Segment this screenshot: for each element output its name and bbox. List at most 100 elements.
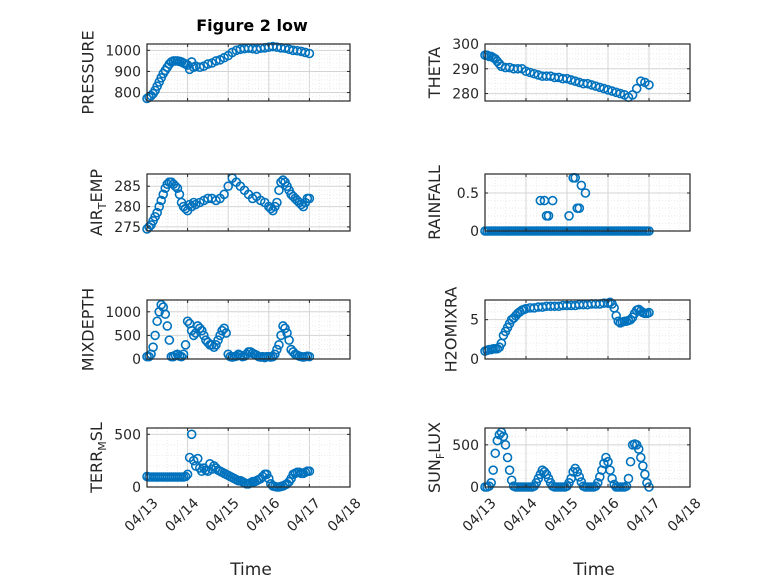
data-point [512,63,523,74]
data-point [498,431,509,442]
data-point [221,328,231,338]
y-tick-label: 285 [114,179,141,195]
data-point [615,88,626,99]
subplot-h2omixra: 0 5 H2OMIXRA [442,287,691,373]
data-point [586,80,597,90]
data-point [203,59,213,69]
y-tick-label: 500 [114,427,141,443]
x-tick-label: 04/16 [583,495,623,535]
data-point [506,475,517,486]
data-point [211,340,221,350]
data-point [180,471,191,482]
x-tick-label: 04/17 [284,495,324,535]
data-point [603,85,613,95]
data-point [194,62,205,73]
data-point [211,56,221,66]
data-point [156,299,167,310]
x-tick-label: 04/17 [624,495,664,535]
y-tick-label: 900 [114,64,141,80]
data-point [623,473,634,484]
data-point [611,87,622,98]
y-tick-label: 0 [132,480,141,496]
subplot-mixdepth: 0 500 1000 MIXDEPTH [78,288,351,371]
data-point [304,193,315,204]
y-tick-label: 0 [132,352,141,368]
axes-box [146,299,351,360]
data-point [611,310,622,321]
data-point [607,473,617,484]
data-point [539,467,550,477]
axes-box [146,173,351,232]
y-axis-label: MIXDEPTH [78,288,97,371]
axes-box [484,43,691,102]
data-point [170,181,181,192]
data-point [160,309,171,319]
data-point [580,188,591,198]
y-axis-label: H2OMIXRA [442,287,461,373]
data-point [186,429,197,440]
data-point [640,469,650,480]
data-point [209,342,219,353]
y-axis-label: PRESSURE [78,30,97,114]
data-point [274,340,284,350]
data-point [504,465,515,475]
data-point [304,466,315,476]
y-tick-label: 0 [470,480,479,496]
data-point [180,340,191,350]
y-tick-label: 280 [114,200,141,216]
data-point [188,330,199,341]
data-point [304,351,315,362]
data-point [207,340,217,350]
data-point [158,189,169,200]
data-point [194,323,205,334]
x-tick-label: 04/18 [665,495,705,535]
y-tick-label: 0 [470,352,479,368]
data-point [562,73,572,84]
data-point [529,68,540,79]
data-series [142,173,315,234]
x-tick-label: 04/16 [244,495,284,535]
data-point [176,351,187,362]
data-point [148,342,158,353]
data-point [607,86,617,96]
data-point [276,330,286,341]
y-axis-label: RAINFALL [425,165,444,240]
data-point [574,203,585,213]
y-axis-label: AIRTEMP [87,169,109,236]
data-point [488,465,499,475]
data-point [644,80,654,90]
data-point [188,197,199,208]
data-point [500,440,511,450]
data-point [178,349,189,360]
data-point [199,330,209,341]
subplot-rainfall: 0 0.5 RAINFALL [425,165,691,240]
data-point [525,67,535,78]
data-point [490,448,501,459]
data-point [572,467,583,477]
y-tick-label: 290 [452,62,479,78]
data-point [570,76,581,86]
data-point [594,82,605,93]
data-point [219,323,229,334]
data-point [566,75,576,85]
figure-title: Figure 2 low [196,16,308,35]
x-tick-label: 04/14 [162,495,202,535]
y-axis-label: THETA [425,47,444,99]
data-point [635,452,646,463]
data-point [605,465,615,475]
subplot-pressure: 800 900 1000 PRESSURE [78,30,351,115]
x-axis-label-left: Time [229,560,272,580]
y-axis-label: TERRMSL [87,422,109,494]
data-point [547,195,558,206]
data-point [633,444,644,454]
data-point [644,307,654,318]
axes-box [146,427,351,488]
data-point [162,321,173,331]
data-point [603,456,613,467]
data-point [197,325,207,336]
data-point [213,335,223,345]
data-point [625,456,636,467]
x-tick-label: 04/15 [203,495,243,535]
y-tick-label: 1000 [105,43,141,59]
